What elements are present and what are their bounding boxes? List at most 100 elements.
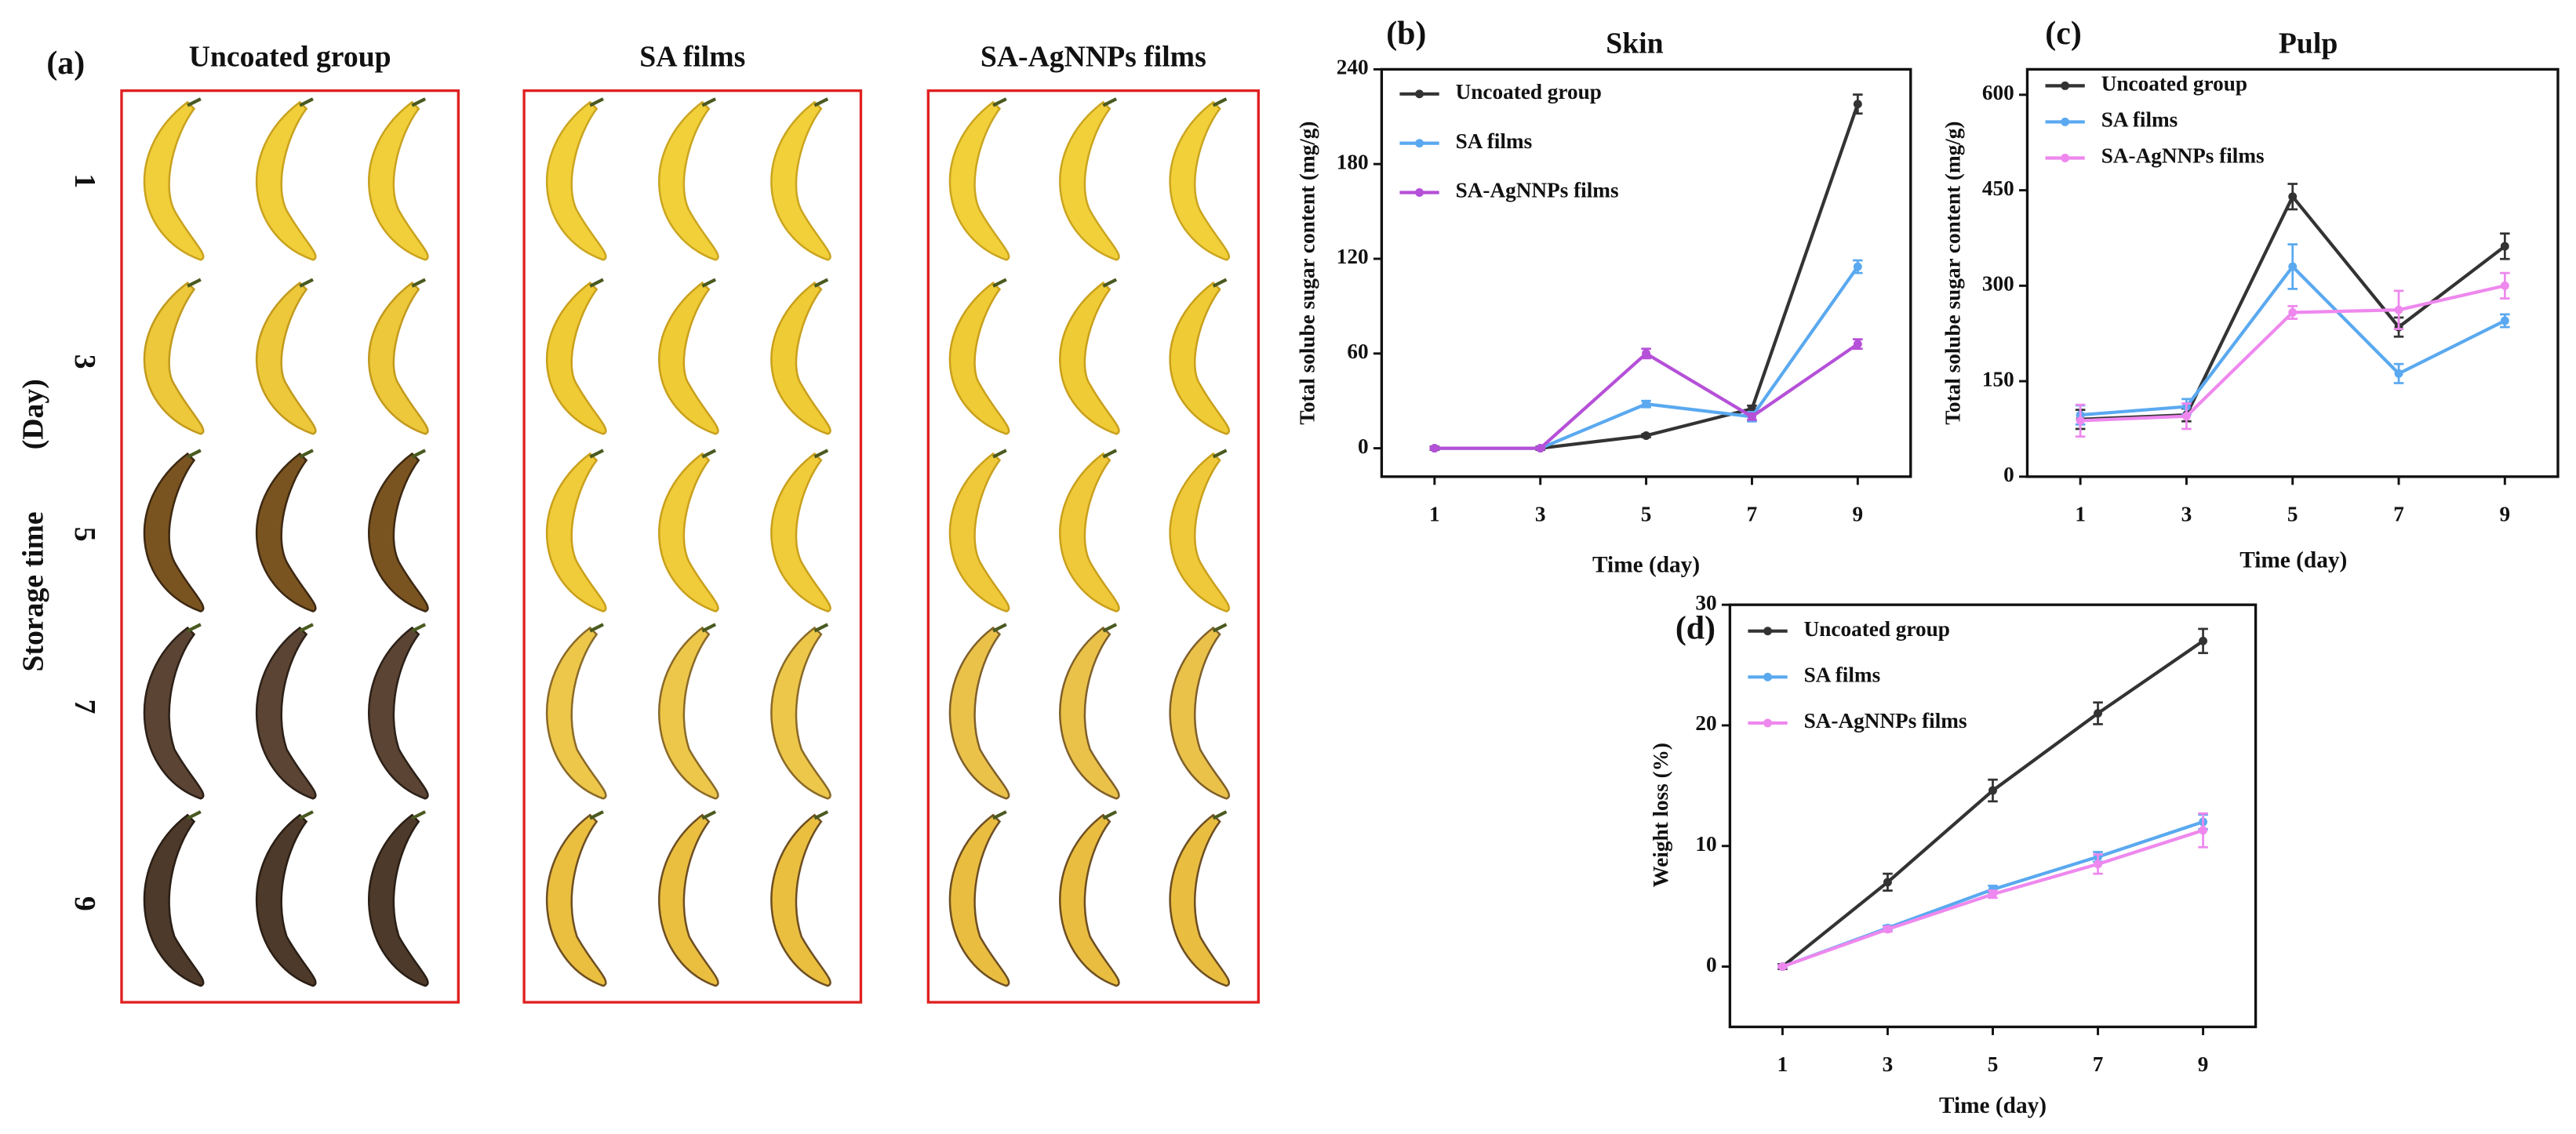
banana-stem [1102, 97, 1118, 107]
banana [368, 626, 429, 800]
banana [143, 626, 205, 800]
banana-stem [701, 623, 717, 633]
banana-stem [701, 97, 717, 107]
point [1988, 786, 1997, 795]
group-title: Uncoated group [189, 40, 391, 73]
y-tick-label: 120 [1337, 245, 1369, 268]
banana [658, 100, 719, 261]
banana [658, 813, 719, 987]
point [2500, 242, 2509, 251]
banana [368, 452, 429, 612]
banana-stem [1212, 810, 1228, 820]
banana-stem [1102, 278, 1118, 288]
series-line [1781, 639, 2204, 969]
point [2181, 412, 2191, 421]
banana [545, 100, 607, 261]
banana-stem [701, 278, 717, 288]
banana-stem [589, 278, 604, 288]
chart-title: Pulp [2279, 27, 2338, 60]
point [2500, 316, 2509, 325]
panel-label: (b) [1386, 16, 1426, 52]
y-tick-label: 10 [1695, 832, 1716, 856]
legend-marker [2061, 117, 2070, 126]
banana-stem [813, 623, 829, 633]
point [1642, 431, 1651, 440]
point [1883, 925, 1892, 934]
legend-label: SA films [1456, 129, 1533, 153]
banana-stem [187, 97, 202, 107]
x-tick-label: 1 [1429, 502, 1440, 525]
point [1853, 100, 1862, 109]
banana [770, 626, 831, 800]
x-tick-label: 5 [1641, 502, 1652, 525]
banana-stem [1212, 97, 1228, 107]
point [1853, 262, 1862, 271]
banana-stem [1102, 623, 1118, 633]
y-tick-label: 450 [1982, 176, 2014, 200]
banana [948, 452, 1010, 612]
banana [255, 813, 317, 987]
y-tick-label: 30 [1695, 591, 1716, 614]
banana-stem [992, 623, 1007, 633]
banana [1169, 813, 1231, 987]
x-tick-label: 5 [2287, 502, 2298, 525]
banana-stem [992, 278, 1007, 288]
x-axis-label: Time (day) [2239, 547, 2347, 572]
y-tick-label: 0 [1706, 953, 1717, 976]
x-tick-label: 1 [2075, 502, 2086, 525]
banana [368, 282, 429, 435]
group-frame [926, 89, 1260, 1004]
banana [255, 282, 317, 435]
banana-stem [589, 97, 604, 107]
y-tick-label: 20 [1695, 711, 1716, 735]
legend-marker [1415, 89, 1424, 99]
banana [658, 626, 719, 800]
banana-stem [701, 449, 717, 459]
x-axis-label: Time (day) [1592, 553, 1700, 578]
x-tick-label: 9 [2500, 502, 2511, 525]
panel-label: (a) [46, 45, 85, 82]
banana [658, 452, 719, 612]
photo-grid [545, 97, 831, 987]
point [1777, 962, 1787, 971]
legend-marker [1415, 188, 1424, 197]
x-tick-label: 9 [2198, 1052, 2209, 1076]
banana-stem [187, 449, 202, 459]
banana [143, 813, 205, 987]
x-axis-label: Time (day) [1939, 1093, 2047, 1118]
point [2500, 281, 2509, 290]
day-label: 9 [68, 896, 101, 911]
banana [1169, 452, 1231, 612]
point [2288, 192, 2298, 202]
point [1748, 412, 1756, 421]
banana [1169, 282, 1231, 435]
banana [143, 452, 205, 612]
legend-marker [1763, 627, 1773, 636]
x-tick-label: 7 [2393, 502, 2404, 525]
banana-stem [589, 623, 604, 633]
banana-stem [813, 449, 829, 459]
legend-marker [1763, 718, 1773, 728]
point [2076, 416, 2085, 425]
banana-stem [589, 449, 604, 459]
legend-marker [1763, 672, 1773, 681]
axis-unit: (Day) [17, 379, 50, 449]
banana-stem [1212, 623, 1228, 633]
day-label: 3 [68, 354, 101, 369]
x-tick-label: 3 [1883, 1052, 1894, 1076]
y-axis-label: Total solube sugar content (mg/g) [1295, 122, 1319, 425]
legend-label: SA films [1804, 663, 1881, 687]
legend-label: SA-AgNNPs films [2101, 144, 2265, 168]
legend-label: SA-AgNNPs films [1456, 179, 1619, 202]
banana-stem [992, 810, 1007, 820]
group-title: SA films [639, 40, 745, 73]
banana [255, 452, 317, 612]
axis-title: Storage time [17, 511, 50, 671]
banana-stem [1102, 810, 1118, 820]
legend-marker [2061, 81, 2070, 90]
banana [545, 813, 607, 987]
legend-label: Uncoated group [1804, 617, 1950, 641]
banana-stem [411, 810, 427, 820]
point [1430, 444, 1439, 453]
